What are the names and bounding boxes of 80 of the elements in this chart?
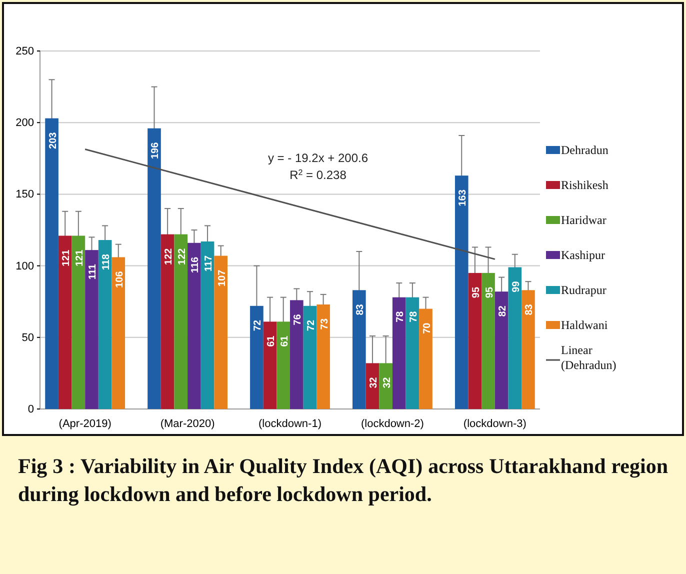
bar [379, 363, 392, 409]
data-label: 82 [498, 305, 509, 317]
legend-label: Rudrapur [561, 283, 606, 297]
data-label: 83 [524, 304, 536, 316]
bar [72, 236, 86, 409]
data-label: 78 [408, 310, 420, 322]
legend-label: Kashipur [561, 248, 605, 262]
bar [214, 256, 228, 409]
y-tick-label: 250 [16, 46, 34, 58]
data-label: 118 [101, 254, 112, 270]
bar [468, 272, 482, 409]
x-tick-label: (lockdown-3) [463, 418, 526, 430]
y-tick-label: 0 [28, 404, 34, 416]
bar [174, 234, 188, 409]
annotation: y = - 19.2x + 200.6 [268, 151, 368, 165]
x-tick-label: (lockdown-1) [258, 418, 322, 430]
data-label: 117 [204, 255, 215, 272]
bar [112, 257, 126, 409]
data-label: 196 [150, 142, 162, 160]
data-label: 95 [484, 286, 496, 298]
data-label: 99 [510, 280, 522, 292]
bar [45, 118, 58, 409]
x-tick-label: (Mar-2020) [160, 418, 215, 430]
bar [200, 241, 214, 409]
data-label: 61 [279, 335, 290, 347]
y-tick-label: 50 [22, 332, 34, 344]
bar [316, 304, 330, 409]
bar [419, 308, 432, 409]
data-label: 122 [164, 248, 175, 265]
data-label: 78 [395, 310, 406, 322]
bar [148, 128, 161, 409]
data-label: 73 [319, 318, 330, 330]
data-label: 111 [88, 264, 99, 280]
data-label: 116 [190, 256, 202, 274]
data-label: 72 [252, 319, 264, 332]
bar [98, 240, 112, 409]
data-label: 83 [355, 304, 366, 316]
bar [352, 290, 366, 409]
bar [494, 292, 508, 409]
data-label: 72 [306, 319, 317, 332]
bar [522, 290, 535, 409]
text: Fig 3 : Variability in Air Quality Index (AQI) across Uttarakhand region during lockdown and before lockdown period. [18, 453, 668, 508]
bar [303, 306, 317, 409]
bar [290, 300, 304, 409]
bar [454, 176, 468, 409]
bar [188, 242, 201, 409]
data-label: 163 [458, 189, 469, 206]
data-label: 70 [422, 322, 433, 334]
legend-label: Rishikesh [561, 178, 608, 192]
bar [85, 250, 98, 409]
bar [508, 267, 522, 409]
data-label: 121 [74, 249, 86, 266]
y-tick-label: 150 [16, 188, 34, 201]
legend-label: Linear (Dehradun) [561, 343, 616, 372]
bar [263, 322, 277, 409]
bar [160, 234, 174, 409]
data-label: 106 [114, 270, 126, 288]
bar [250, 306, 264, 409]
data-label: 203 [48, 132, 59, 149]
legend-label: Haridwar [561, 213, 606, 227]
y-tick-label: 200 [16, 117, 34, 130]
bar [58, 236, 72, 409]
x-tick-label: (lockdown-2) [360, 418, 424, 430]
legend-label: Dehradun [561, 143, 608, 157]
y-tick-label: 100 [16, 260, 34, 272]
data-label: 122 [176, 248, 188, 265]
data-label: 76 [292, 314, 304, 326]
data-label: 121 [61, 249, 72, 266]
bar [276, 322, 290, 409]
data-label: 107 [216, 269, 228, 286]
x-tick-label: (Apr-2019) [58, 418, 112, 430]
legend-label: Haldwani [561, 318, 608, 332]
bar [406, 297, 420, 409]
bar [482, 272, 495, 409]
data-label: 32 [368, 376, 380, 388]
data-label: 61 [266, 335, 278, 347]
annotation: R$^{2}$ = 0.238 [290, 168, 347, 182]
data-label: 95 [470, 286, 482, 298]
bar [392, 297, 406, 409]
data-label: 32 [382, 376, 393, 388]
